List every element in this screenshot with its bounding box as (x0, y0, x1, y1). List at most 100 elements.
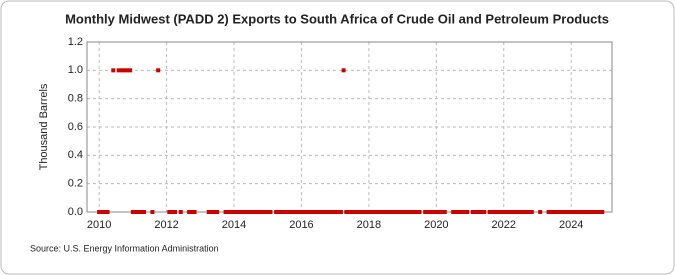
point (307, 210, 312, 214)
y-tick-label: 0.0 (68, 206, 83, 218)
point (291, 210, 296, 214)
point (324, 210, 329, 214)
x-tick-label: 2016 (289, 219, 313, 231)
point (352, 210, 357, 214)
y-tick-label: 0.6 (68, 121, 83, 133)
point (209, 210, 214, 214)
point (274, 210, 279, 214)
x-tick-label: 2020 (424, 219, 448, 231)
point (493, 210, 498, 214)
point (364, 210, 369, 214)
point (597, 210, 602, 214)
point (577, 210, 582, 214)
point (434, 210, 439, 214)
point (591, 210, 596, 214)
point (99, 210, 104, 214)
point (226, 210, 231, 214)
point (482, 210, 487, 214)
point (440, 210, 445, 214)
point (141, 210, 146, 214)
point (574, 210, 579, 214)
point (302, 210, 307, 214)
point (366, 210, 371, 214)
point (499, 210, 504, 214)
point (335, 210, 340, 214)
point (232, 210, 237, 214)
point (237, 210, 242, 214)
point (265, 210, 270, 214)
point (122, 68, 127, 73)
y-tick-label: 0.8 (68, 93, 83, 105)
point (558, 210, 563, 214)
point (479, 210, 484, 214)
y-tick-label: 0.2 (68, 178, 83, 190)
point (383, 210, 388, 214)
y-tick-label: 0.4 (68, 149, 83, 161)
point (223, 210, 228, 214)
point (394, 210, 399, 214)
point (206, 210, 211, 214)
point (546, 210, 551, 214)
point (456, 210, 461, 214)
point (555, 210, 560, 214)
point (529, 210, 534, 214)
point (215, 210, 220, 214)
point (403, 210, 408, 214)
point (282, 210, 287, 214)
source-note: Source: U.S. Energy Information Administ… (30, 243, 219, 253)
point (178, 210, 183, 214)
point (139, 210, 144, 214)
point (167, 210, 172, 214)
point (240, 210, 245, 214)
x-tick-label: 2014 (222, 219, 246, 231)
point (192, 210, 197, 214)
point (322, 210, 327, 214)
point (116, 68, 121, 73)
point (473, 210, 478, 214)
point (268, 210, 273, 214)
point (425, 210, 430, 214)
point (170, 210, 175, 214)
point (279, 210, 284, 214)
point (406, 210, 411, 214)
point (451, 210, 456, 214)
point (285, 210, 290, 214)
point (305, 210, 310, 214)
point (313, 210, 318, 214)
point (428, 210, 433, 214)
point (111, 68, 116, 73)
point (437, 210, 442, 214)
x-tick-label: 2010 (87, 219, 111, 231)
x-tick-label: 2012 (154, 219, 178, 231)
point (518, 210, 523, 214)
point (246, 210, 251, 214)
point (400, 210, 405, 214)
point (125, 68, 130, 73)
x-tick-label: 2018 (357, 219, 381, 231)
point (254, 210, 259, 214)
point (319, 210, 324, 214)
point (344, 210, 349, 214)
point (347, 210, 352, 214)
point (487, 210, 492, 214)
point (260, 210, 264, 214)
point (263, 210, 268, 214)
point (527, 210, 532, 214)
point (538, 210, 543, 214)
x-tick-label: 2024 (559, 219, 583, 231)
point (243, 210, 248, 214)
point (560, 210, 565, 214)
point (128, 68, 133, 73)
point (189, 210, 194, 214)
point (229, 210, 234, 214)
point (156, 68, 161, 73)
point (504, 210, 509, 214)
point (453, 210, 458, 214)
point (431, 210, 436, 214)
point (389, 210, 394, 214)
point (501, 210, 506, 214)
point (173, 210, 178, 214)
point (358, 210, 363, 214)
point (102, 210, 107, 214)
